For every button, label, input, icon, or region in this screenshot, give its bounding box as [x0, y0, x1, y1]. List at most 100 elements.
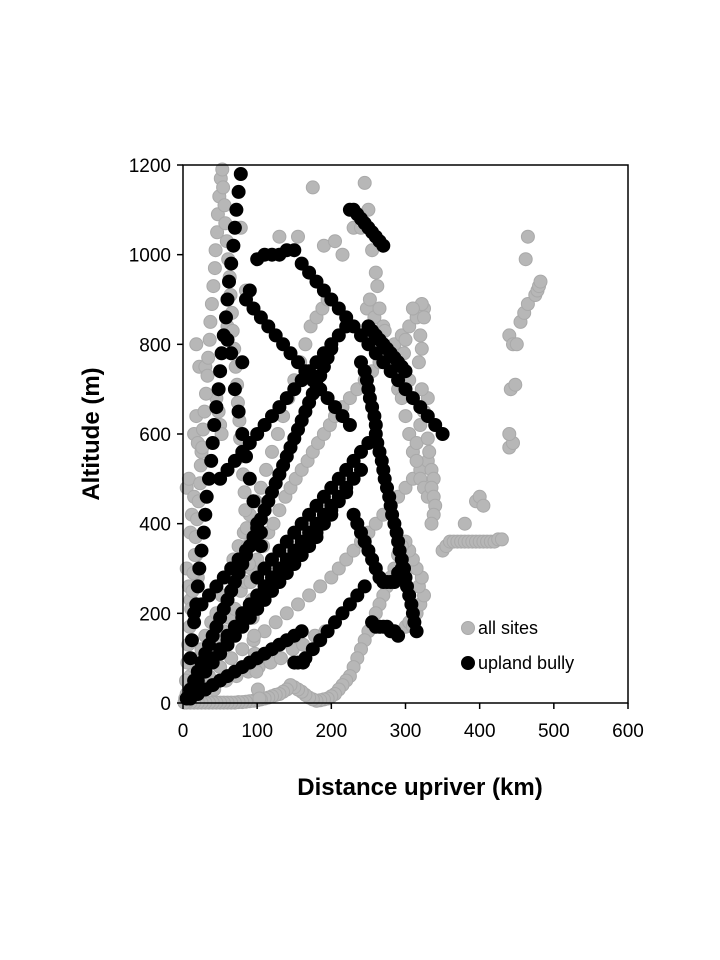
axis-ticks: 0 100 200 300 400 500 600 0 200 400 600 800 1000 1200 [129, 156, 644, 742]
point-upland-bully-140 [316, 489, 331, 504]
point-all-sites-318 [206, 279, 221, 294]
point-all-sites-83 [342, 391, 357, 406]
point-upland-bully-280 [291, 355, 305, 370]
point-all-sites-64 [298, 337, 313, 352]
point-upland-bully-131 [250, 570, 265, 585]
point-upland-bully-77 [398, 364, 413, 379]
point-all-sites-315 [202, 332, 217, 347]
point-all-sites-166 [414, 341, 429, 356]
point-all-sites-155 [402, 427, 417, 441]
point-upland-bully-213 [302, 539, 317, 554]
point-all-sites-201 [494, 532, 509, 547]
y-tick-label-400: 400 [139, 515, 171, 536]
x-axis-title: Distance upriver (km) [297, 774, 542, 801]
point-all-sites-168 [417, 310, 431, 325]
point-upland-bully-212 [294, 548, 309, 562]
point-all-sites-316 [203, 314, 218, 329]
point-upland-bully-324 [227, 382, 242, 397]
point-upland-bully-208 [265, 583, 279, 598]
point-upland-bully-144 [346, 453, 361, 468]
point-upland-bully-293 [335, 606, 350, 621]
point-all-sites-141 [368, 265, 383, 280]
point-all-sites-171 [398, 332, 413, 347]
point-upland-bully-207 [257, 592, 272, 607]
point-all-sites-320 [208, 243, 223, 258]
point-all-sites-157 [409, 453, 424, 468]
point-all-sites-167 [413, 328, 428, 343]
point-all-sites-312 [199, 386, 213, 401]
point-all-sites-50 [272, 503, 287, 518]
point-all-sites-46 [265, 444, 279, 459]
point-upland-bully-312 [294, 624, 309, 639]
point-upland-bully-29 [235, 355, 250, 370]
point-upland-bully-163 [354, 462, 368, 477]
point-all-sites-355 [252, 691, 267, 706]
point-all-sites-51 [273, 651, 288, 666]
point-upland-bully-263 [272, 400, 287, 415]
point-upland-bully-40 [316, 283, 331, 298]
point-all-sites-60 [291, 597, 305, 612]
point-upland-bully-22 [224, 256, 239, 271]
point-upland-bully-7 [196, 525, 211, 540]
point-upland-bully-19 [219, 310, 233, 325]
point-upland-bully-256 [220, 462, 235, 477]
point-upland-bully-330 [250, 516, 265, 531]
point-upland-bully-296 [357, 579, 372, 594]
point-all-sites-351 [247, 628, 262, 643]
point-upland-bully-294 [342, 597, 357, 612]
point-upland-bully-26 [231, 184, 246, 199]
point-upland-bully-5 [192, 561, 207, 576]
point-all-sites-49 [270, 427, 285, 441]
point-upland-bully-122 [394, 561, 409, 576]
point-upland-bully-259 [242, 436, 257, 450]
point-all-sites-222 [508, 377, 523, 392]
x-tick-label-300: 300 [390, 721, 422, 742]
point-upland-bully-4 [190, 579, 205, 594]
point-upland-bully-210 [279, 566, 294, 580]
point-all-sites-99 [402, 319, 417, 334]
point-upland-bully-209 [272, 575, 287, 589]
point-upland-bully-327 [239, 449, 253, 464]
point-upland-bully-50 [391, 373, 406, 388]
point-all-sites-184 [424, 516, 439, 531]
point-upland-bully-138 [302, 507, 317, 522]
point-upland-bully-12 [205, 436, 220, 450]
point-upland-bully-291 [320, 624, 335, 639]
point-upland-bully-289 [305, 642, 320, 657]
y-tick-label-200: 200 [139, 604, 171, 625]
point-upland-bully-36 [287, 243, 302, 258]
point-upland-bully-214 [309, 530, 324, 545]
point-upland-bully-278 [276, 337, 291, 352]
point-all-sites-217 [533, 274, 548, 289]
point-all-sites-98 [398, 480, 413, 495]
legend: all sites upland bully [461, 618, 574, 673]
x-tick-label-500: 500 [538, 721, 570, 742]
point-upland-bully-54 [420, 409, 435, 424]
point-upland-bully-272 [339, 319, 354, 334]
point-all-sites-321 [210, 225, 225, 240]
point-upland-bully-130 [391, 628, 406, 643]
point-upland-bully-276 [261, 319, 276, 334]
point-upland-bully-273 [239, 292, 253, 307]
point-upland-bully-13 [207, 418, 222, 432]
point-all-sites-82 [339, 552, 354, 567]
point-upland-bully-318 [224, 561, 239, 576]
point-upland-bully-162 [346, 471, 361, 486]
point-upland-bully-21 [222, 274, 236, 289]
point-all-sites-80 [331, 561, 346, 576]
point-upland-bully-66 [376, 238, 391, 253]
point-upland-bully-8 [198, 507, 213, 522]
point-upland-bully-331 [253, 539, 268, 554]
x-tick-label-400: 400 [464, 721, 496, 742]
point-upland-bully-274 [246, 301, 261, 316]
point-all-sites-220 [502, 427, 517, 441]
point-upland-bully-313 [187, 606, 202, 621]
point-upland-bully-262 [265, 409, 279, 424]
point-all-sites-211 [520, 297, 535, 311]
point-all-sites-208 [509, 337, 524, 352]
point-upland-bully-264 [279, 391, 294, 406]
point-all-sites-131 [291, 229, 305, 244]
point-upland-bully-41 [324, 292, 339, 307]
point-upland-bully-261 [257, 418, 272, 432]
point-all-sites-142 [370, 279, 385, 294]
